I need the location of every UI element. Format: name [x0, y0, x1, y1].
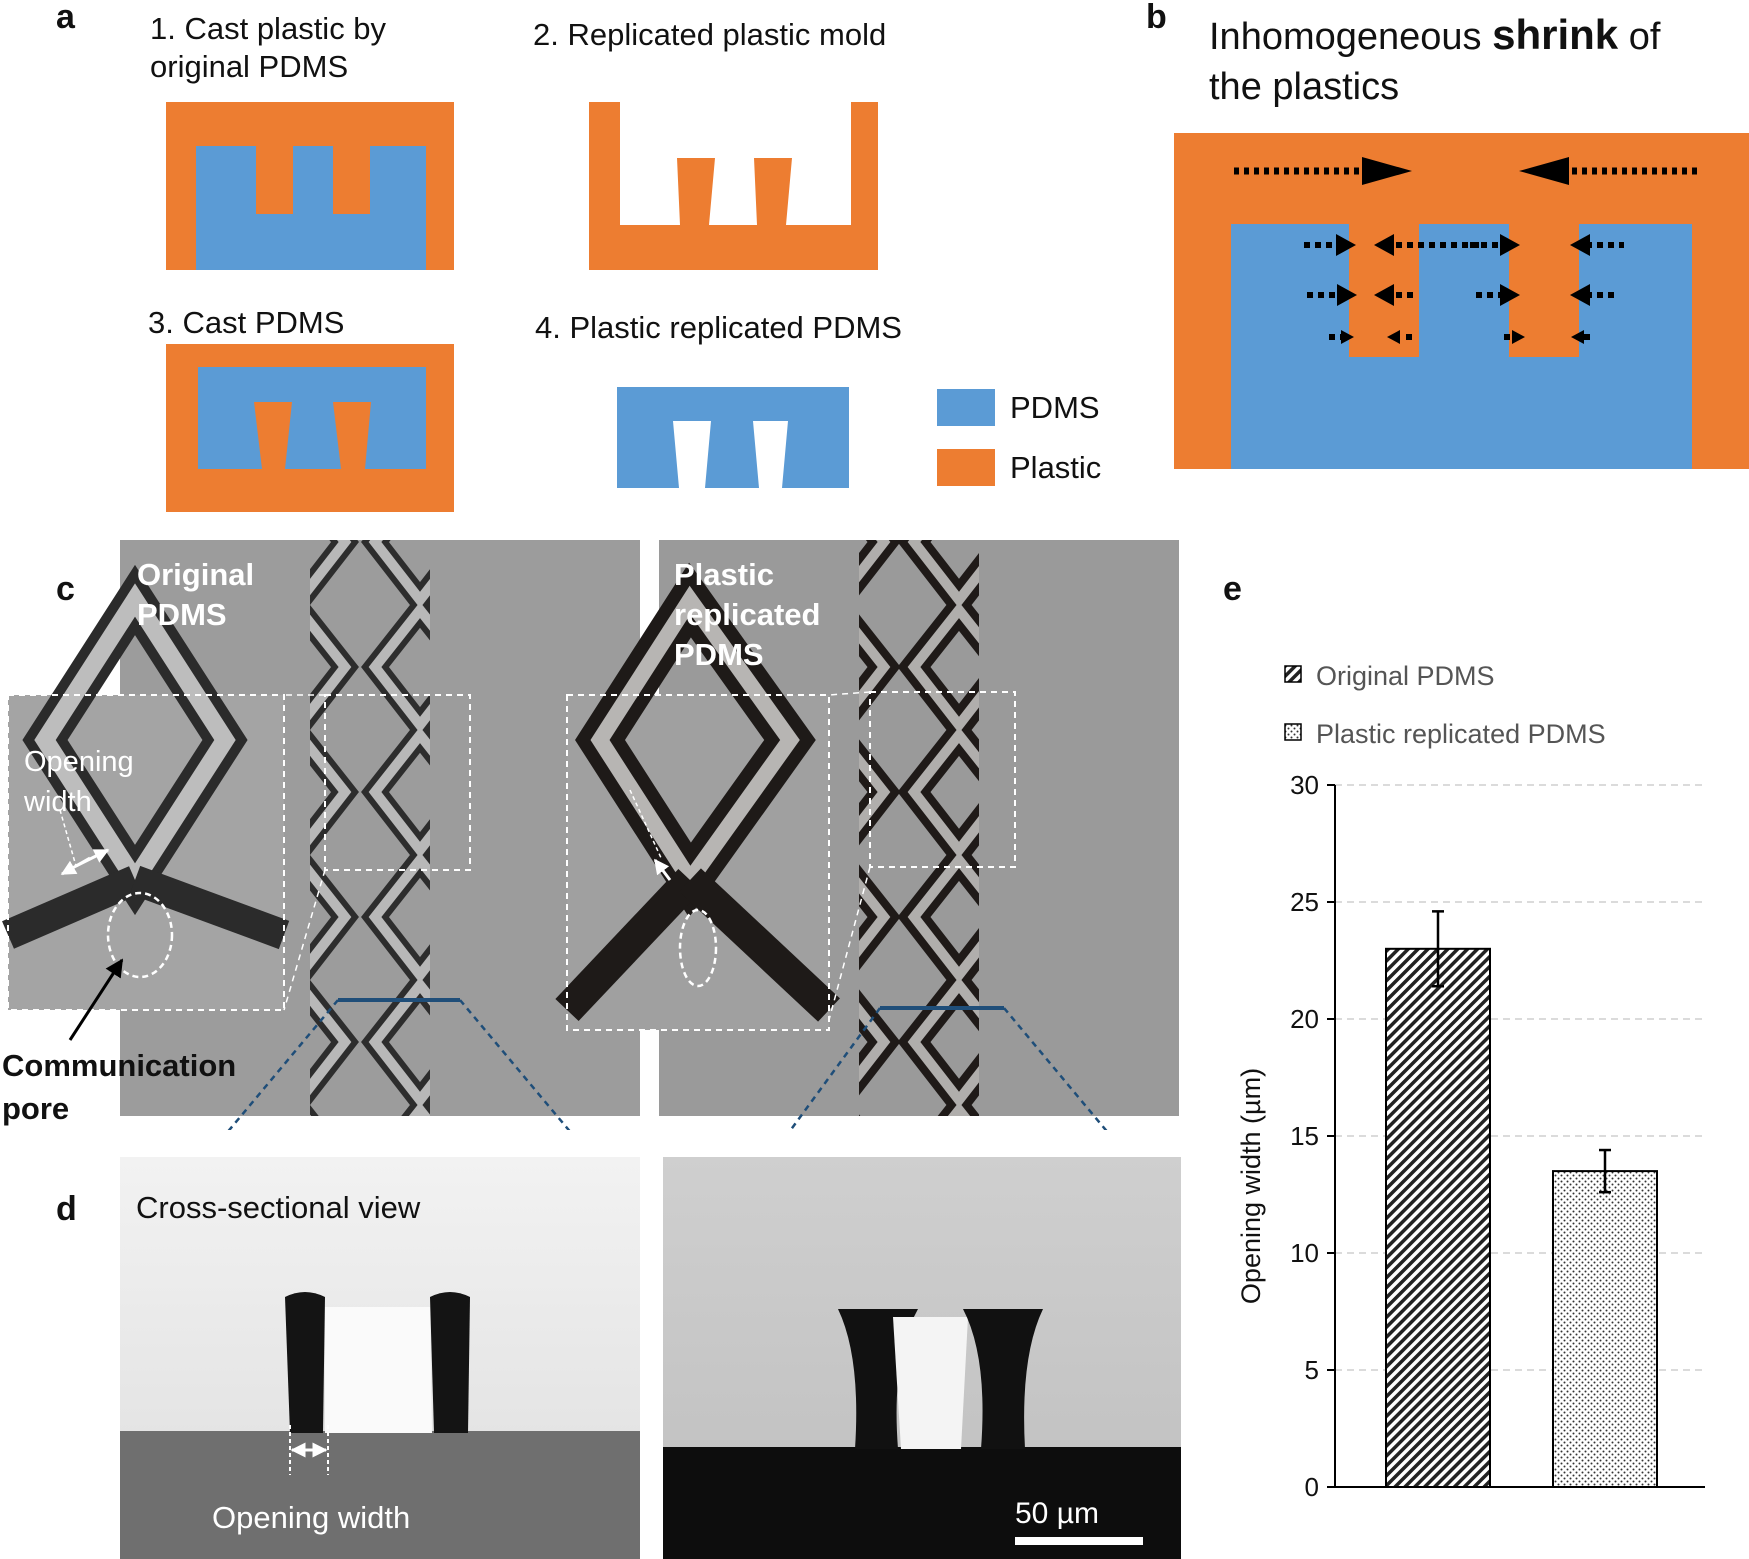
inset-label-width: width [24, 786, 92, 818]
cross-section-original [120, 1157, 640, 1559]
y-axis-label: Opening width (µm) [1236, 1068, 1266, 1304]
panel-c-overlays [2, 562, 1108, 1130]
legend-plastic-label: Plastic [1010, 450, 1102, 485]
legend-label-1: Original PDMS [1316, 661, 1495, 691]
y-tick-label: 10 [1290, 1238, 1319, 1268]
y-tick-label: 0 [1305, 1472, 1319, 1502]
bar-1 [1385, 947, 1491, 1488]
panel-b-title-line2: the plastics [1209, 66, 1400, 108]
scale-bar-label: 50 µm [1015, 1497, 1099, 1530]
opening-width-label: Opening width [212, 1500, 411, 1535]
communication-label: Communication [2, 1048, 237, 1083]
step1-diagram [166, 102, 995, 512]
panel-label-d: d [56, 1190, 77, 1228]
pore-label: pore [2, 1091, 70, 1126]
opening-width-chart: 0 5 10 15 20 25 30 Opening width (µm) Original P… [1236, 661, 1705, 1502]
legend-swatch-2 [1284, 723, 1302, 741]
panel-label-b: b [1146, 0, 1167, 36]
step2-label: 2. Replicated plastic mold [533, 17, 887, 52]
step4-label: 4. Plastic replicated PDMS [535, 310, 902, 345]
label-original: Original [137, 557, 255, 592]
panel-label-a: a [56, 0, 75, 36]
legend-pdms-label: PDMS [1010, 390, 1100, 425]
panel-b-title-before: Inhomogeneous [1209, 16, 1493, 58]
panel-b-title: Inhomogeneous shrink of the plastics [1209, 10, 1660, 112]
inset-label-opening: Opening [24, 746, 134, 778]
label-replicated-pdms: PDMS [674, 637, 764, 672]
opening-width-marker [289, 1425, 329, 1475]
label-replicated: replicated [674, 597, 821, 632]
y-tick-label: 5 [1305, 1355, 1319, 1385]
panel-label-e: e [1223, 570, 1242, 608]
cross-section-plastic-replicated [663, 1157, 1181, 1559]
step3-label: 3. Cast PDMS [148, 305, 345, 340]
cross-section-label: Cross-sectional view [136, 1190, 421, 1225]
step1-label: 1. Cast plastic by original PDMS [150, 11, 387, 84]
label-plastic: Plastic [674, 557, 774, 592]
shrink-diagram [1174, 133, 1749, 469]
y-tick-label: 25 [1290, 887, 1319, 917]
panel-b-title-bold: shrink [1492, 11, 1619, 58]
bar-2 [1552, 1170, 1658, 1488]
legend-swatch-1 [1284, 665, 1302, 683]
legend-label-2: Plastic replicated PDMS [1316, 719, 1606, 749]
label-original-pdms: PDMS [137, 597, 227, 632]
panel-b-title-after: of [1618, 16, 1661, 58]
y-tick-label: 30 [1290, 770, 1319, 800]
panel-label-c: c [56, 570, 75, 608]
y-tick-label: 20 [1290, 1004, 1319, 1034]
y-tick-label: 15 [1290, 1121, 1319, 1151]
